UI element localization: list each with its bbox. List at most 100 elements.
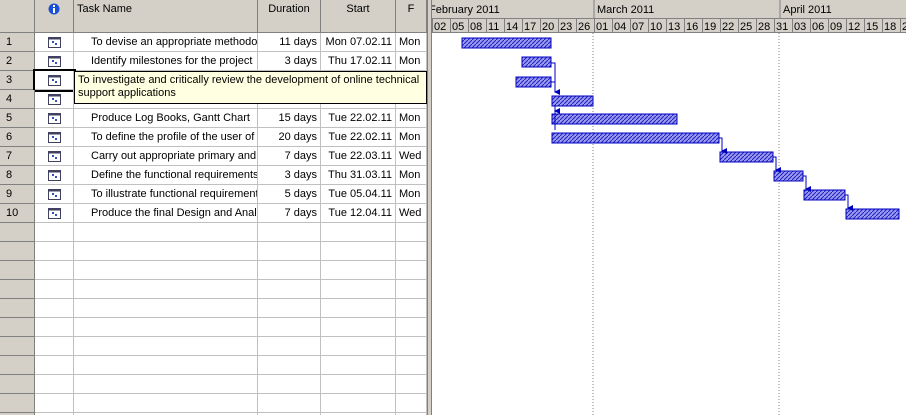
cell[interactable]: [321, 261, 396, 280]
row-header[interactable]: [0, 337, 35, 356]
cell[interactable]: [35, 33, 74, 52]
cell[interactable]: [396, 223, 427, 242]
cell[interactable]: [258, 318, 321, 337]
cell[interactable]: [74, 394, 258, 413]
cell[interactable]: [396, 318, 427, 337]
cell[interactable]: [396, 280, 427, 299]
cell[interactable]: [35, 394, 74, 413]
row-header[interactable]: 2: [0, 52, 35, 71]
row-header[interactable]: 4: [0, 90, 35, 109]
cell[interactable]: [396, 394, 427, 413]
cell[interactable]: [258, 299, 321, 318]
cell[interactable]: [35, 413, 74, 415]
cell[interactable]: 7 days: [258, 204, 321, 223]
cell[interactable]: [396, 337, 427, 356]
cell[interactable]: Mon: [396, 128, 427, 147]
cell[interactable]: [321, 223, 396, 242]
row-header[interactable]: 6: [0, 128, 35, 147]
cell[interactable]: Tue 12.04.11: [321, 204, 396, 223]
row-header[interactable]: [0, 261, 35, 280]
cell[interactable]: [396, 375, 427, 394]
cell[interactable]: [321, 375, 396, 394]
cell[interactable]: [258, 413, 321, 415]
cell[interactable]: [35, 147, 74, 166]
cell[interactable]: [35, 90, 74, 109]
row-header[interactable]: [0, 299, 35, 318]
cell[interactable]: Carry out appropriate primary and: [74, 147, 258, 166]
cell[interactable]: Tue 05.04.11: [321, 185, 396, 204]
cell[interactable]: [35, 261, 74, 280]
cell[interactable]: [74, 261, 258, 280]
cell[interactable]: Tue 22.02.11: [321, 128, 396, 147]
cell[interactable]: 3 days: [258, 166, 321, 185]
cell[interactable]: [321, 299, 396, 318]
cell[interactable]: Mon: [396, 109, 427, 128]
cell[interactable]: [35, 299, 74, 318]
cell[interactable]: [396, 356, 427, 375]
cell[interactable]: [35, 128, 74, 147]
cell[interactable]: [258, 337, 321, 356]
cell[interactable]: Wed: [396, 147, 427, 166]
cell[interactable]: [321, 413, 396, 415]
cell[interactable]: Define the functional requirements: [74, 166, 258, 185]
cell[interactable]: [35, 223, 74, 242]
cell[interactable]: [396, 413, 427, 415]
cell[interactable]: Mon 07.02.11: [321, 33, 396, 52]
cell[interactable]: [74, 318, 258, 337]
cell[interactable]: [74, 375, 258, 394]
cell[interactable]: To devise an appropriate methodo: [74, 33, 258, 52]
cell[interactable]: Mon: [396, 33, 427, 52]
cell[interactable]: [35, 337, 74, 356]
row-header[interactable]: [0, 394, 35, 413]
cell[interactable]: [35, 166, 74, 185]
cell[interactable]: [35, 356, 74, 375]
cell[interactable]: [35, 280, 74, 299]
cell[interactable]: 5 days: [258, 185, 321, 204]
cell[interactable]: [35, 204, 74, 223]
cell[interactable]: [74, 223, 258, 242]
cell[interactable]: [74, 413, 258, 415]
row-header[interactable]: 8: [0, 166, 35, 185]
cell[interactable]: [35, 242, 74, 261]
cell[interactable]: [74, 356, 258, 375]
cell[interactable]: [321, 280, 396, 299]
cell[interactable]: [35, 375, 74, 394]
cell[interactable]: [35, 185, 74, 204]
cell[interactable]: Produce the final Design and Anal: [74, 204, 258, 223]
cell[interactable]: [396, 261, 427, 280]
row-header[interactable]: 7: [0, 147, 35, 166]
cell[interactable]: [258, 394, 321, 413]
cell[interactable]: Mon: [396, 185, 427, 204]
cell[interactable]: [35, 109, 74, 128]
cell[interactable]: [74, 242, 258, 261]
cell[interactable]: [321, 318, 396, 337]
cell[interactable]: [396, 242, 427, 261]
row-header[interactable]: [0, 375, 35, 394]
cell[interactable]: 7 days: [258, 147, 321, 166]
cell[interactable]: [396, 299, 427, 318]
cell[interactable]: To define the profile of the user of: [74, 128, 258, 147]
row-header[interactable]: 3: [0, 71, 35, 90]
cell[interactable]: [35, 52, 74, 71]
row-header[interactable]: 5: [0, 109, 35, 128]
cell[interactable]: 3 days: [258, 52, 321, 71]
cell[interactable]: 11 days: [258, 33, 321, 52]
cell[interactable]: Produce Log Books, Gantt Chart: [74, 109, 258, 128]
cell[interactable]: [258, 280, 321, 299]
cell[interactable]: Wed: [396, 204, 427, 223]
row-header[interactable]: [0, 413, 35, 415]
cell[interactable]: [321, 337, 396, 356]
column-header[interactable]: Duration: [258, 0, 321, 33]
cell[interactable]: [74, 299, 258, 318]
cell[interactable]: [321, 242, 396, 261]
cell[interactable]: [258, 356, 321, 375]
cell[interactable]: [35, 318, 74, 337]
row-header[interactable]: [0, 223, 35, 242]
cell[interactable]: 20 days: [258, 128, 321, 147]
cell[interactable]: Identify milestones for the project: [74, 52, 258, 71]
column-header[interactable]: Start: [321, 0, 396, 33]
row-header[interactable]: 9: [0, 185, 35, 204]
splitter[interactable]: [427, 0, 432, 415]
cell[interactable]: Tue 22.03.11: [321, 147, 396, 166]
row-header[interactable]: [0, 242, 35, 261]
